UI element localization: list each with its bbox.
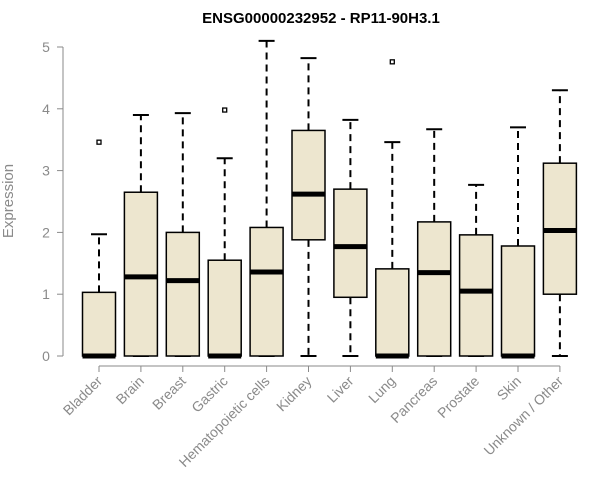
x-tick-label: Lung (365, 373, 398, 406)
box-3 (165, 112, 201, 357)
box-11 (500, 126, 536, 359)
y-tick-label: 0 (42, 348, 50, 364)
iqr-box (458, 234, 494, 357)
y-axis: 0 1 2 3 4 5 (42, 39, 64, 364)
y-tick-label: 3 (42, 163, 50, 179)
x-tick-label: Skin (494, 373, 525, 404)
iqr-box (207, 259, 242, 357)
iqr-box (291, 129, 326, 241)
x-tick-label: Kidney (273, 373, 315, 415)
outlier-point (222, 107, 228, 113)
y-tick-label: 5 (42, 39, 50, 55)
iqr-box (500, 245, 536, 357)
iqr-box (81, 291, 117, 357)
box-7 (333, 118, 368, 357)
x-tick-label: Prostate (434, 373, 482, 421)
iqr-box (375, 268, 410, 357)
iqr-box (249, 226, 284, 357)
boxes-group (81, 39, 578, 359)
iqr-box (333, 188, 368, 299)
box-9 (416, 128, 452, 357)
iqr-box (123, 191, 159, 357)
y-tick-label: 1 (42, 286, 50, 302)
iqr-box (416, 221, 452, 357)
box-5 (249, 39, 284, 357)
box-12 (542, 89, 578, 357)
x-tick-label: Brain (113, 373, 147, 407)
y-tick-label: 2 (42, 224, 50, 240)
iqr-box (165, 231, 201, 357)
outlier-point (389, 59, 395, 65)
y-tick-label: 4 (42, 101, 50, 117)
x-tick-label: Pancreas (387, 373, 440, 426)
outlier-point (96, 139, 102, 145)
box-10 (458, 183, 494, 357)
y-axis-label: Expression (0, 164, 17, 238)
x-tick-label: Bladder (60, 373, 106, 419)
box-1 (81, 139, 117, 359)
box-8 (375, 59, 410, 359)
x-tick-label: Breast (149, 373, 189, 413)
x-tick-label: Unknown / Other (480, 373, 566, 459)
chart-title: ENSG00000232952 - RP11-90H3.1 (202, 10, 440, 27)
box-2 (123, 113, 159, 357)
x-tick-label: Liver (324, 373, 357, 406)
box-6 (291, 57, 326, 357)
box-4 (207, 107, 242, 359)
